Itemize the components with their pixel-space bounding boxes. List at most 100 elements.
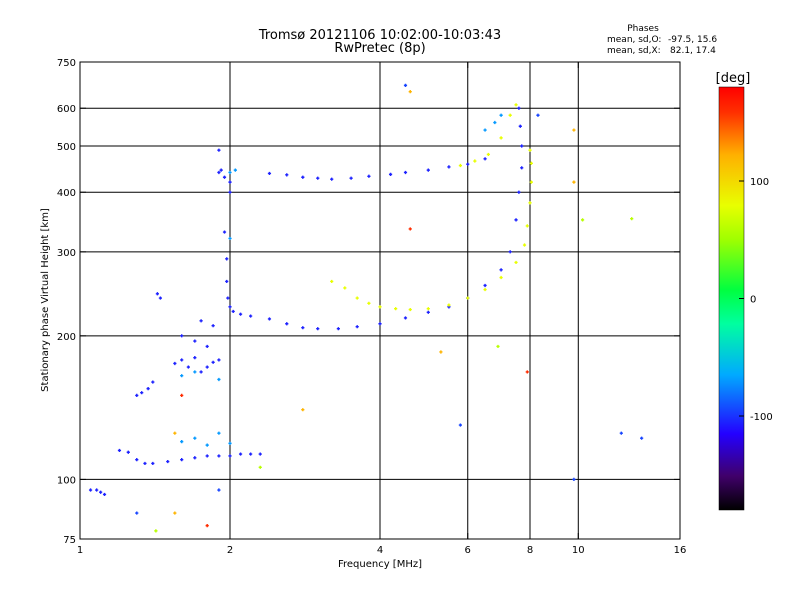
echo-point [528, 148, 532, 152]
echo-point [301, 326, 305, 330]
echo-point [508, 113, 512, 117]
echo-point [466, 296, 470, 300]
echo-point [222, 230, 227, 234]
echo-point [572, 180, 576, 184]
colorbar-tick-label: 0 [750, 295, 756, 306]
echo-point [486, 152, 490, 157]
x-tick-label: 2 [227, 545, 233, 556]
echo-point [217, 148, 221, 152]
colorbar-label: [deg] [716, 71, 751, 86]
echo-point [225, 257, 229, 261]
echo-point [493, 120, 497, 125]
echo-point [154, 529, 158, 533]
echo-point [151, 461, 155, 466]
echo-point [228, 190, 232, 194]
echo-point [228, 236, 232, 241]
echo-point [426, 168, 430, 172]
echo-point [158, 296, 163, 300]
x-tick-label: 16 [674, 545, 687, 556]
echo-point [193, 339, 197, 343]
echo-point [228, 441, 232, 445]
echo-point [205, 443, 209, 447]
echo-point [205, 344, 209, 349]
echo-point [140, 391, 144, 395]
echo-point [514, 103, 518, 107]
echo-point [228, 454, 232, 458]
echo-point [205, 524, 209, 528]
echo-point [249, 314, 253, 318]
echo-point [330, 177, 334, 181]
echo-point [355, 325, 359, 329]
echo-point [228, 170, 232, 175]
echo-point [205, 365, 209, 369]
echo-point [180, 458, 184, 462]
echo-point [193, 370, 197, 374]
echo-point [499, 275, 503, 280]
echo-point [528, 201, 532, 205]
echo-point [403, 83, 408, 87]
echo-point [572, 128, 576, 132]
echo-point [285, 173, 289, 177]
echo-point [99, 490, 103, 494]
chart-subtitle: RwPretec (8p) [334, 41, 425, 56]
echo-point [408, 307, 412, 312]
echo-point [378, 305, 382, 309]
phase-info-x-label: mean, sd,X: [607, 46, 661, 56]
echo-point [529, 180, 533, 184]
echo-point [630, 217, 634, 221]
echo-point [367, 174, 371, 178]
echo-point [217, 170, 221, 175]
echo-point [102, 492, 107, 497]
echo-point [155, 292, 160, 296]
echo-point [217, 454, 221, 458]
echo-point [222, 175, 227, 179]
y-tick-label: 75 [63, 535, 76, 546]
echo-point [285, 322, 289, 326]
echo-point [173, 361, 177, 366]
echo-point [199, 370, 203, 374]
echo-point [483, 283, 487, 288]
echo-point [447, 165, 451, 169]
echo-point [301, 175, 305, 179]
echo-point [536, 113, 540, 117]
echo-point [88, 488, 93, 492]
x-tick-labels: 1 2 4 6 8 10 16 [77, 545, 687, 556]
echo-point [514, 218, 518, 222]
echo-point [267, 171, 272, 176]
echo-point [458, 163, 463, 168]
echo-point [349, 176, 353, 180]
echo-point [180, 440, 184, 444]
echo-point [499, 136, 503, 140]
echo-point [529, 161, 533, 165]
echo-point [330, 279, 334, 284]
echo-point [180, 374, 184, 378]
data-points [88, 83, 644, 533]
echo-point [447, 303, 451, 307]
echo-point [403, 170, 408, 175]
echo-point [193, 356, 197, 360]
echo-point [95, 488, 99, 492]
echo-point [520, 166, 524, 170]
echo-point [499, 268, 503, 272]
echo-point [151, 380, 155, 384]
echo-point [408, 90, 412, 94]
echo-point [355, 296, 359, 300]
echo-point [336, 327, 340, 331]
echo-point [394, 307, 398, 311]
y-tick-label: 300 [57, 248, 76, 259]
echo-point [217, 358, 221, 362]
chart-title: Tromsø 20121106 10:02:00-10:03:43 [258, 28, 501, 43]
echo-point [199, 319, 203, 323]
echo-point [517, 106, 521, 110]
echo-point [180, 393, 184, 398]
echo-point [228, 180, 232, 184]
colorbar-ticks: 100 0 -100 [739, 177, 773, 423]
echo-point [217, 431, 221, 435]
echo-point [231, 309, 235, 314]
echo-point [517, 190, 521, 194]
y-tick-label: 500 [57, 142, 76, 153]
echo-point [525, 370, 529, 374]
echo-point [193, 456, 197, 460]
echo-point [205, 454, 209, 458]
